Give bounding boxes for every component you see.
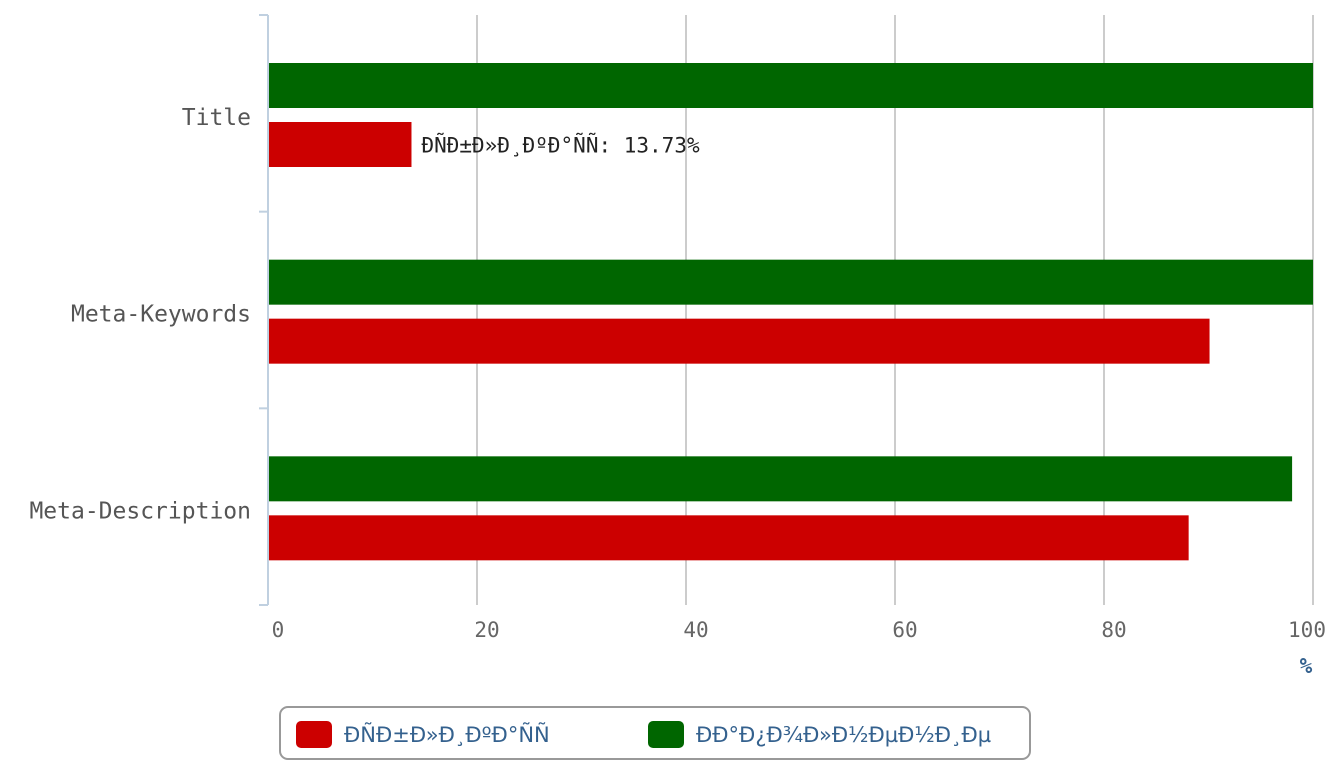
bar-publications[interactable] [269,318,1210,364]
x-tick-label: 60 [892,618,917,642]
x-tick-label: 100 [1288,618,1326,642]
legend[interactable]: ÐÑÐ±Ð»Ð¸ÐºÐ°ÑÑ ÐÐ°Ð¿Ð¾Ð»Ð½ÐµÐ½Ð¸Ðµ [279,706,1031,760]
category-label: Title [182,105,251,131]
bar-publications[interactable] [269,515,1189,561]
data-labels: ÐÑÐ±Ð»Ð¸ÐºÐ°ÑÑ: 13.73% [421,132,700,158]
bar-fill[interactable] [269,456,1293,502]
legend-item-label[interactable]: ÐÐ°Ð¿Ð¾Ð»Ð½ÐµÐ½Ð¸Ðµ [696,723,991,747]
bar-publications[interactable] [269,122,412,167]
grid-lines [476,15,1314,605]
x-tick-labels: 0 20 40 60 80 100 [272,618,1326,642]
legend-swatch [296,721,332,748]
legend-item-label[interactable]: ÐÑÐ±Ð»Ð¸ÐºÐ°ÑÑ [344,721,550,747]
legend-swatch [648,721,684,748]
category-label: Meta-Keywords [71,302,251,328]
data-label: ÐÑÐ±Ð»Ð¸ÐºÐ°ÑÑ: 13.73% [421,132,700,158]
y-axis [259,14,269,606]
bar-fill[interactable] [269,63,1313,108]
bar-fill[interactable] [269,259,1313,305]
x-tick-label: 80 [1101,618,1126,642]
x-tick-label: 0 [272,618,285,642]
category-labels: Title Meta-Keywords Meta-Description [29,105,251,524]
x-unit-label: % [1300,654,1313,678]
x-tick-label: 40 [683,618,708,642]
category-label: Meta-Description [29,498,251,524]
x-tick-label: 20 [474,618,499,642]
bars [269,63,1313,561]
